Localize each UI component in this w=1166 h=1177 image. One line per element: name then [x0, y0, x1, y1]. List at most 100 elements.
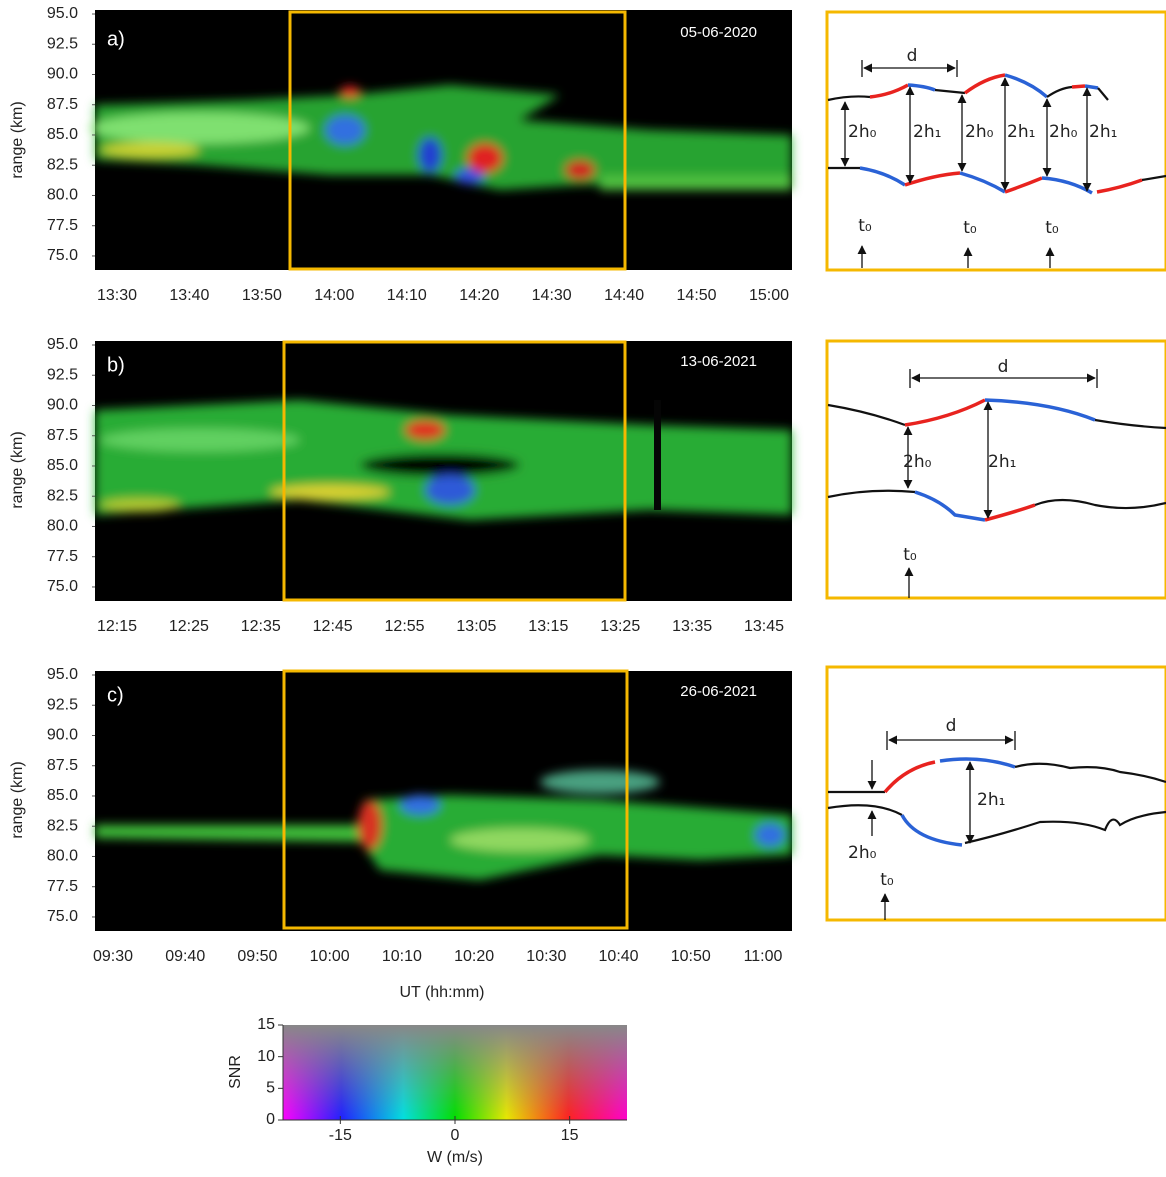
echo-region	[95, 770, 792, 880]
x-tick-label: 14:10	[387, 287, 427, 304]
data-gap	[654, 400, 661, 510]
y-axis-label: range (km)	[9, 101, 26, 178]
date-label: 05-06-2020	[680, 24, 757, 41]
y-tick-label: 15	[257, 1016, 275, 1033]
x-tick-label: 12:25	[169, 618, 209, 635]
x-tick-label: 14:30	[532, 287, 572, 304]
y-tick-label: 80.0	[47, 518, 78, 535]
panel-label: c)	[107, 684, 124, 706]
x-tick-label: 13:35	[672, 618, 712, 635]
y-tick-label: 95.0	[47, 666, 78, 683]
x-tick-label: 10:20	[454, 948, 494, 965]
x-tick-label: 09:40	[165, 948, 205, 965]
y-axis-label: range (km)	[9, 761, 26, 838]
y-tick-label: 87.5	[47, 757, 78, 774]
echo-region	[95, 400, 792, 520]
schematic-label: 2h₀	[965, 122, 994, 142]
schematic-label: 2h₁	[988, 452, 1016, 472]
schematic-box	[825, 665, 1166, 922]
x-tick-label: 11:00	[744, 948, 783, 965]
colorbar-x-label: W (m/s)	[427, 1149, 483, 1166]
y-tick-label: 95.0	[47, 336, 78, 353]
x-tick-label: 09:50	[237, 948, 277, 965]
x-tick-label: 14:20	[459, 287, 499, 304]
y-tick-label: 87.5	[47, 427, 78, 444]
y-tick-label: 85.0	[47, 126, 78, 143]
y-tick-label: 95.0	[47, 5, 78, 22]
y-tick-label: 82.5	[47, 487, 78, 504]
y-tick-label: 0	[266, 1111, 275, 1128]
schematic-label: d	[907, 46, 918, 66]
y-tick-label: 77.5	[47, 548, 78, 565]
x-tick-label: 12:45	[313, 618, 353, 635]
schematic-label: 2h₀	[1049, 122, 1078, 142]
x-tick-label: 10:30	[526, 948, 566, 965]
y-tick-label: 87.5	[47, 96, 78, 113]
y-tick-label: 92.5	[47, 696, 78, 713]
y-tick-label: 90.0	[47, 66, 78, 83]
y-tick-label: 82.5	[47, 817, 78, 834]
x-tick-label: 10:40	[599, 948, 639, 965]
y-tick-label: 85.0	[47, 787, 78, 804]
panel-label: a)	[107, 28, 125, 50]
x-tick-label: 13:15	[528, 618, 568, 635]
schematic	[827, 369, 1166, 598]
x-tick-label: 12:35	[241, 618, 281, 635]
y-tick-label: 85.0	[47, 457, 78, 474]
schematic	[827, 731, 1166, 920]
panel-label: b)	[107, 354, 125, 376]
x-tick-label: 09:30	[93, 948, 133, 965]
date-label: 26-06-2021	[680, 683, 757, 700]
x-tick-label: 13:40	[169, 287, 209, 304]
x-tick-label: 12:55	[385, 618, 425, 635]
y-tick-label: 80.0	[47, 848, 78, 865]
y-tick-label: 77.5	[47, 878, 78, 895]
x-tick-label: 12:15	[97, 618, 137, 635]
x-tick-label: 14:40	[604, 287, 644, 304]
x-tick-label: 13:30	[97, 287, 137, 304]
schematic-label: d	[946, 716, 957, 736]
y-tick-label: 5	[266, 1080, 275, 1097]
schematic-label: 2h₀	[903, 452, 932, 472]
x-tick-label: 14:00	[314, 287, 354, 304]
highlight-box	[282, 340, 627, 602]
colorbar-shade	[283, 1025, 627, 1120]
y-tick-label: 77.5	[47, 217, 78, 234]
schematic-label: 2h₁	[977, 790, 1005, 810]
schematic-label: t₀	[880, 870, 894, 890]
x-tick-label: 10:50	[671, 948, 711, 965]
highlight-box	[288, 10, 627, 271]
y-tick-label: 10	[257, 1048, 275, 1065]
y-tick-label: 75.0	[47, 247, 78, 264]
schematic-label: 2h₀	[848, 122, 877, 142]
schematic	[827, 60, 1166, 268]
x-tick-label: 13:50	[242, 287, 282, 304]
colorbar-y-label: SNR	[227, 1055, 244, 1089]
x-tick-label: 10:10	[382, 948, 422, 965]
x-tick-label: 13:05	[456, 618, 496, 635]
schematic-label: t₀	[963, 218, 977, 238]
schematic-label: d	[998, 357, 1009, 377]
x-tick-label: 0	[451, 1127, 460, 1144]
schematic-label: 2h₁	[1089, 122, 1117, 142]
x-tick-label: 13:25	[600, 618, 640, 635]
y-tick-label: 92.5	[47, 35, 78, 52]
y-tick-label: 75.0	[47, 578, 78, 595]
date-label: 13-06-2021	[680, 353, 757, 370]
schematic-label: t₀	[1045, 218, 1059, 238]
schematic-label: t₀	[858, 216, 872, 236]
x-tick-label: 14:50	[677, 287, 717, 304]
y-axis-label: range (km)	[9, 431, 26, 508]
x-tick-label: -15	[329, 1127, 352, 1144]
highlight-box	[282, 669, 629, 930]
schematic-box	[825, 10, 1166, 272]
schematic-label: 2h₀	[848, 843, 877, 863]
y-tick-label: 92.5	[47, 366, 78, 383]
x-tick-label: 10:00	[310, 948, 350, 965]
y-tick-label: 75.0	[47, 908, 78, 925]
echo-region	[90, 85, 792, 190]
schematic-label: 2h₁	[1007, 122, 1035, 142]
y-tick-label: 82.5	[47, 156, 78, 173]
x-tick-label: 15	[561, 1127, 579, 1144]
